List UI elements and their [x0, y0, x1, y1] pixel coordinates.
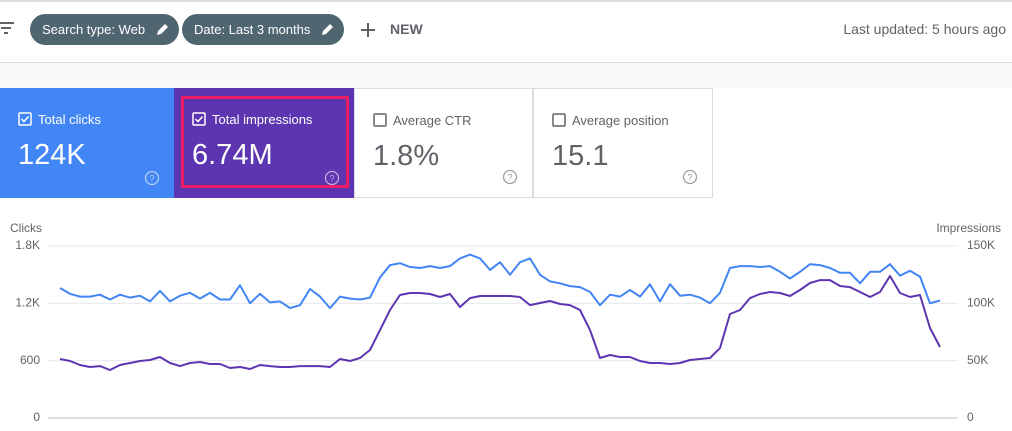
spacer: [0, 63, 1012, 88]
y-tick-label: 0: [33, 410, 40, 424]
toolbar: Search type: Web Date: Last 3 months NEW…: [0, 0, 1012, 63]
help-icon[interactable]: ?: [502, 169, 518, 185]
data-line: [59, 253, 941, 310]
y-tick-label: 1.2K: [15, 296, 40, 310]
y2-tick-label: 100K: [967, 296, 995, 310]
chart: Clicks Impressions 0 600 1.2K 1.8K 0 50K 100K 150…: [10, 221, 1001, 424]
checkbox[interactable]: [192, 112, 206, 126]
new-label: NEW: [390, 21, 423, 37]
checkbox[interactable]: [552, 113, 566, 127]
last-updated: Last updated: 5 hours ago: [843, 21, 1006, 37]
edit-icon: [157, 24, 169, 35]
highlight-box: [181, 96, 349, 188]
metric-value: 124K: [18, 139, 86, 171]
metric-card[interactable]: Total clicks 124K ?: [0, 88, 174, 198]
metric-card[interactable]: Average CTR 1.8% ?: [354, 88, 533, 198]
data-line: [59, 275, 941, 371]
metric-label: Total impressions: [212, 112, 313, 127]
y-tick-label: 1.8K: [15, 238, 40, 252]
help-icon[interactable]: ?: [144, 170, 160, 186]
new-button[interactable]: NEW: [360, 14, 423, 45]
y-tick-label: 600: [20, 353, 40, 367]
edit-icon: [322, 24, 334, 35]
svg-text:?: ?: [687, 173, 692, 183]
help-icon[interactable]: ?: [324, 170, 340, 186]
y2-tick-label: 50K: [967, 353, 988, 367]
filter-chip[interactable]: Search type: Web: [30, 14, 180, 45]
svg-text:?: ?: [329, 174, 334, 184]
checkbox[interactable]: [18, 112, 32, 126]
y2-axis-title: Impressions: [936, 221, 1001, 235]
filter-icon[interactable]: [0, 22, 16, 36]
y2-tick-label: 150K: [967, 238, 995, 252]
svg-text:?: ?: [149, 174, 154, 184]
svg-text:?: ?: [507, 173, 512, 183]
y2-tick-label: 0: [967, 410, 974, 424]
y-axis-title: Clicks: [10, 221, 42, 235]
filter-chip[interactable]: Date: Last 3 months: [182, 14, 345, 45]
help-icon[interactable]: ?: [682, 169, 698, 185]
metric-value: 6.74M: [192, 139, 273, 171]
metric-value: 15.1: [552, 140, 609, 172]
checkbox[interactable]: [373, 113, 387, 127]
metric-label: Total clicks: [38, 112, 101, 127]
chip-label: Search type: Web: [42, 22, 146, 37]
metric-card[interactable]: Total impressions 6.74M ?: [174, 88, 354, 198]
chip-label: Date: Last 3 months: [194, 22, 311, 37]
metric-card[interactable]: Average position 15.1 ?: [533, 88, 713, 198]
metric-label: Average position: [572, 113, 669, 128]
plus-icon: [361, 23, 375, 37]
metric-label: Average CTR: [393, 113, 472, 128]
metric-value: 1.8%: [373, 140, 440, 172]
